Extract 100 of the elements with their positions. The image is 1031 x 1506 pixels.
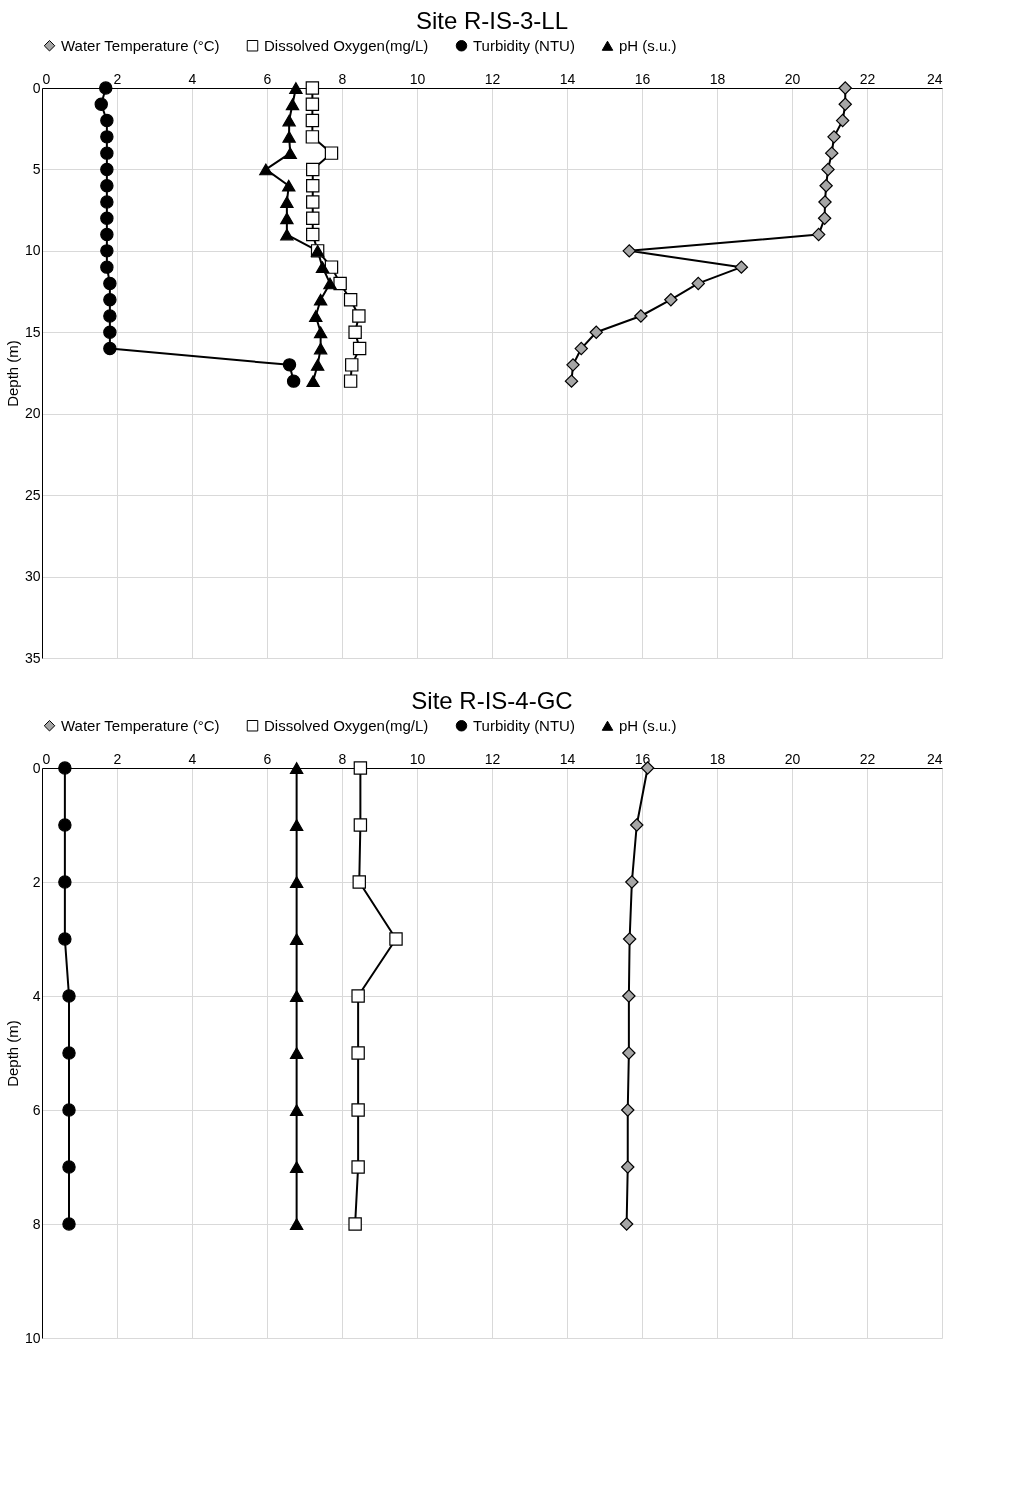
point [62,1217,76,1231]
point [280,196,294,208]
point [282,114,296,127]
x-tick-label: 18 [709,70,726,87]
point [289,1047,304,1059]
point [305,113,320,128]
point [351,1046,365,1060]
x-tick-label: 16 [634,70,651,87]
y-tick-label: 35 [24,649,41,666]
point [838,97,852,112]
point [622,1046,636,1060]
point [821,162,835,177]
x-tick-label: 4 [188,70,197,87]
point [838,81,852,95]
y-tick-label: 10 [24,1329,41,1346]
point [305,81,320,95]
point [621,1103,635,1117]
point [282,130,296,143]
point [100,113,114,128]
point [622,932,637,946]
point [309,310,323,322]
point [619,1217,634,1231]
point [817,211,832,226]
point [94,97,108,111]
point [282,179,296,192]
point [62,989,76,1003]
y-tick-label: 4 [32,987,41,1004]
point [100,211,114,225]
point [827,130,841,144]
x-tick-label: 6 [263,750,272,767]
point [333,276,347,291]
point [818,195,832,209]
x-tick-label: 24 [926,70,943,87]
y-tick-label: 2 [32,873,41,890]
x-tick-label: 18 [709,750,726,767]
point [323,277,337,290]
legend-label: Turbidity (NTU) [473,36,575,54]
point [305,130,320,144]
point [622,244,636,258]
point [306,227,320,242]
point [564,374,579,388]
x-tick-label: 20 [784,750,801,767]
point [62,1160,76,1174]
x-tick-label: 10 [409,70,426,87]
legend-label: pH (s.u.) [619,36,677,54]
point [352,309,366,323]
point [259,163,273,176]
point [574,341,588,356]
point [625,875,639,889]
point [285,98,300,111]
point [282,358,297,372]
x-tick-label: 24 [926,750,943,767]
point [313,326,328,339]
point [58,761,72,775]
point [306,162,320,177]
point [691,276,705,291]
point [664,292,678,307]
x-tick-label: 14 [559,750,576,767]
point [100,195,114,209]
point [289,990,304,1002]
x-tick-label: 2 [113,70,122,87]
x-tick-label: 12 [484,750,501,767]
point [306,178,320,193]
point [345,358,359,372]
point [62,1103,76,1117]
x-tick-label: 16 [634,750,651,767]
point [353,818,368,832]
x-tick-label: 8 [338,70,347,87]
x-tick-label: 6 [263,70,272,87]
point [819,178,833,193]
point [835,113,850,128]
legend-label: Water Temperature (°C) [61,36,220,54]
point [343,374,358,388]
chart-title: Site R-IS-4-GC [411,687,573,714]
point [352,875,366,889]
point [289,819,304,831]
x-tick-label: 2 [113,750,122,767]
point [289,82,303,94]
point [351,1103,365,1117]
point [289,876,304,888]
point [811,227,826,242]
point [100,260,114,274]
y-tick-label: 30 [24,568,41,585]
point [289,933,304,945]
point [566,358,580,372]
point [306,375,320,388]
point [103,293,117,307]
point [99,81,113,95]
point [58,932,72,946]
y-tick-label: 5 [32,160,41,177]
point [313,293,328,306]
point [621,1160,635,1174]
legend-label: Dissolved Oxygen(mg/L) [264,716,429,734]
y-axis-title: Depth (m) [3,1020,21,1087]
y-axis-title: Depth (m) [3,340,21,407]
point [313,342,328,355]
x-tick-label: 4 [188,750,197,767]
legend-label: pH (s.u.) [619,716,677,734]
point [100,146,114,160]
point [100,227,114,242]
